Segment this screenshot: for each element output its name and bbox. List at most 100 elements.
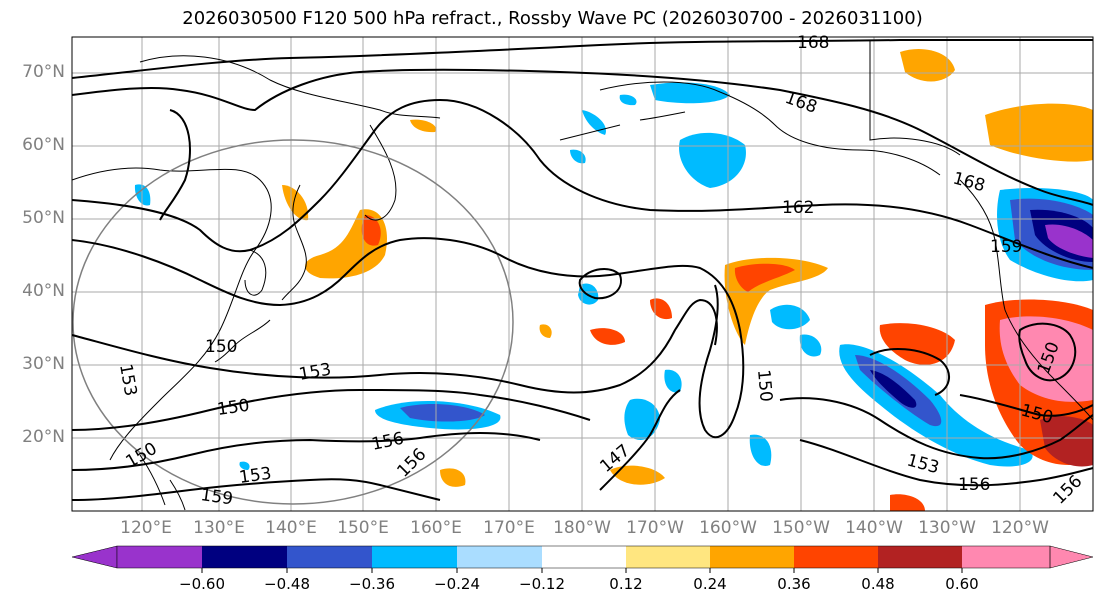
colorbar-swatch [287, 546, 372, 568]
lat-label: 60°N [22, 135, 65, 155]
colorbar-tick-label: −0.12 [519, 575, 565, 593]
contour-159 [71, 237, 745, 439]
pos-patch-pac-small-1 [590, 328, 625, 345]
pos-patch-hokkaido [282, 185, 309, 221]
lon-label: 120°W [991, 518, 1049, 538]
contour-loop-mid [578, 268, 622, 300]
refractivity-contours [71, 38, 1094, 501]
colorbar-swatch [878, 546, 962, 568]
neg-patch-aleutian [679, 132, 746, 188]
colorbar-extend-high [1049, 545, 1094, 569]
colorbar-tick-label: −0.36 [349, 575, 395, 593]
neg-patch-subtropics-core [870, 370, 917, 408]
colorbar-swatch [626, 546, 710, 568]
philippines [139, 454, 186, 511]
neg-patch-mid-4 [799, 334, 822, 357]
neg-patch-aleutian-3 [582, 110, 606, 135]
colorbar-tick-label: 0.12 [609, 575, 643, 593]
alaska-coast [599, 81, 941, 176]
pos-patch-pac-small-5 [890, 494, 925, 511]
contour-150 [71, 388, 591, 431]
lon-label: 170°E [483, 518, 535, 538]
pos-patch-small-alaska [410, 119, 436, 133]
contour-159-south [71, 478, 441, 501]
neg-patch-pacific-1-inner [400, 404, 485, 422]
pos-patch-baja [879, 323, 955, 365]
map-title: 2026030500 F120 500 hPa refract., Rossby… [182, 8, 923, 29]
aleutians [559, 111, 686, 141]
neg-patch-mid-1 [624, 398, 660, 440]
contour-loop-east2 [869, 348, 950, 396]
colorbar-swatch [962, 546, 1050, 568]
pos-patch-japan-sea-inner [361, 215, 381, 246]
lon-label: 150°W [772, 518, 830, 538]
neg-patch-mid-5 [664, 369, 682, 393]
colorbar-tick-label: −0.48 [264, 575, 310, 593]
colorbar-swatch [372, 546, 457, 568]
korea-coast [244, 249, 267, 296]
coastlines [71, 40, 1094, 511]
contour-156 [71, 432, 541, 471]
lon-label: 150°E [337, 518, 389, 538]
range-circle [72, 139, 514, 505]
pos-patch-pac-small-3 [610, 465, 665, 485]
colorbar-tick-label: −0.24 [434, 575, 480, 593]
graticule [72, 37, 1093, 511]
colorbar-swatch [202, 546, 287, 568]
japan-coast [214, 184, 307, 363]
canada-coast [869, 40, 961, 156]
contour-label: 150 [205, 337, 237, 357]
colorbar-tick-label: 0.60 [945, 575, 979, 593]
na-west-coast [959, 179, 1094, 421]
neg-patch-small-3 [239, 461, 250, 470]
contour-label: 153 [238, 464, 273, 488]
contour-label: 159 [990, 237, 1022, 257]
pos-patch-pac-small-6 [539, 324, 552, 338]
contour-east-150 [959, 394, 1094, 417]
lon-label: 140°W [845, 518, 903, 538]
colorbar-outline [116, 545, 1051, 569]
lat-label: 20°N [22, 427, 65, 447]
colorbar-swatch [542, 546, 626, 568]
contour-label: 168 [797, 33, 829, 53]
siberia-coast [139, 55, 441, 119]
lat-label: 30°N [22, 354, 65, 374]
colorbar-swatch [794, 546, 878, 568]
contour-loop-west [159, 109, 191, 221]
contour-label: 150 [216, 396, 251, 420]
contour-label: 150 [753, 369, 776, 403]
colorbar-ticks [201, 568, 963, 573]
neg-patch-west-coast-peak [1045, 224, 1093, 258]
contour-168 [71, 68, 1094, 206]
lat-label: 70°N [22, 62, 65, 82]
lon-label: 130°E [193, 518, 245, 538]
pos-patch-canada-east [985, 103, 1093, 162]
contour-162 [71, 98, 1094, 269]
contour-loop-east [1018, 322, 1077, 382]
asia-coast [71, 167, 272, 461]
contour-label: 159 [199, 485, 234, 509]
pos-patch-mexico-dark [1040, 416, 1093, 467]
contour-153 [71, 298, 718, 394]
colorbar-tick-label: 0.24 [693, 575, 727, 593]
pos-patch-pac-small-4 [440, 468, 466, 487]
colorbar-extend-low [71, 545, 118, 569]
contour-east-156 [799, 439, 1094, 487]
lon-label: 170°W [626, 518, 684, 538]
pos-patch-mexico-pink [999, 316, 1093, 402]
contour-168-top [71, 38, 1093, 79]
lon-label: 130°W [918, 518, 976, 538]
colorbar-tick-label: 0.48 [861, 575, 895, 593]
lon-label: 160°E [410, 518, 462, 538]
lon-label: 160°W [699, 518, 757, 538]
lon-label: 180°W [553, 518, 611, 538]
neg-patch-mid-2 [770, 304, 810, 330]
lon-label: 140°E [265, 518, 317, 538]
colorbar [71, 545, 1094, 573]
contour-label: 162 [782, 198, 814, 218]
lat-label: 40°N [22, 281, 65, 301]
neg-patch-small-4 [619, 94, 637, 106]
anomaly-shading [134, 49, 1093, 511]
contour-147 [599, 389, 681, 491]
